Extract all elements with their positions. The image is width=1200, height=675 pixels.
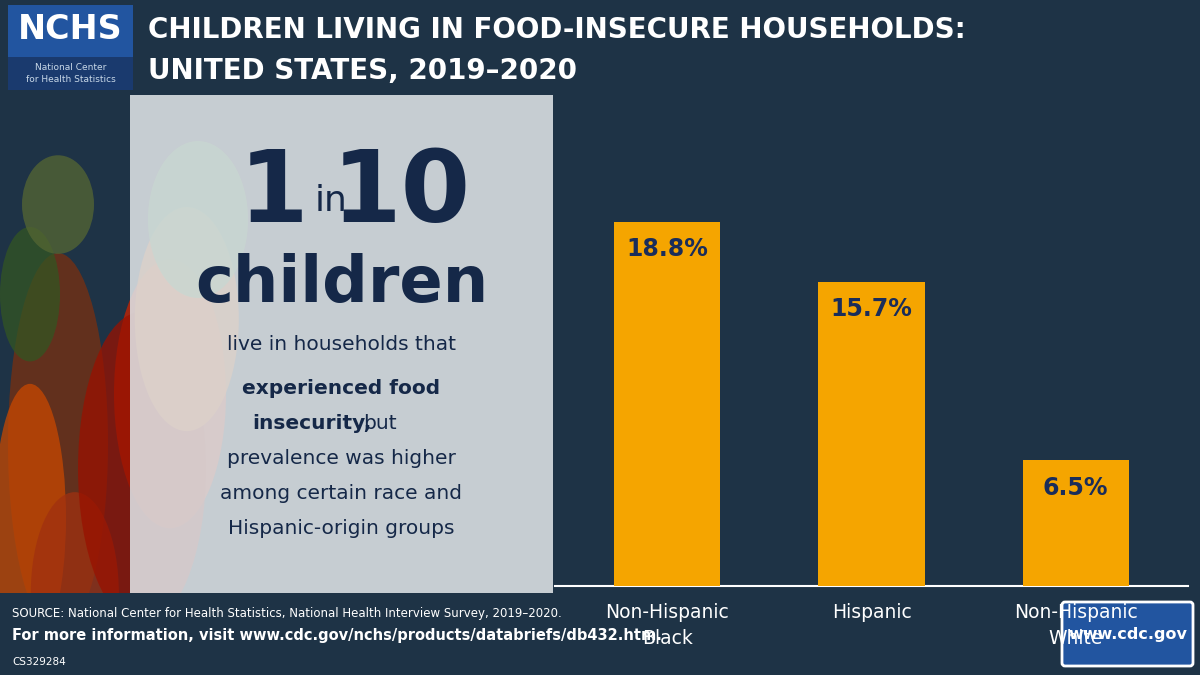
- Text: www.cdc.gov: www.cdc.gov: [1068, 626, 1187, 641]
- Text: experienced food: experienced food: [242, 379, 440, 398]
- Text: CS329284: CS329284: [12, 657, 66, 667]
- Bar: [8, 5, 133, 57]
- Text: 1: 1: [239, 146, 308, 243]
- Text: 18.8%: 18.8%: [626, 238, 708, 261]
- Ellipse shape: [0, 227, 60, 361]
- Bar: [1022, 460, 1129, 587]
- Text: Hispanic-origin groups: Hispanic-origin groups: [228, 519, 455, 538]
- Bar: [818, 282, 924, 587]
- Text: prevalence was higher: prevalence was higher: [227, 449, 456, 468]
- Ellipse shape: [134, 207, 239, 431]
- Text: National Center
for Health Statistics: National Center for Health Statistics: [25, 63, 115, 84]
- Text: insecurity,: insecurity,: [252, 414, 371, 433]
- Text: UNITED STATES, 2019–2020: UNITED STATES, 2019–2020: [148, 57, 577, 85]
- Text: children: children: [194, 253, 488, 315]
- Ellipse shape: [22, 155, 94, 254]
- Text: live in households that: live in households that: [227, 335, 456, 354]
- Ellipse shape: [31, 492, 119, 675]
- Ellipse shape: [114, 259, 226, 529]
- Text: 15.7%: 15.7%: [830, 298, 912, 321]
- Text: 6.5%: 6.5%: [1043, 476, 1109, 500]
- Text: but: but: [362, 414, 396, 433]
- Text: in: in: [316, 184, 348, 217]
- Bar: [614, 222, 720, 587]
- Text: 10: 10: [332, 146, 472, 243]
- FancyBboxPatch shape: [1062, 602, 1193, 666]
- Ellipse shape: [8, 253, 108, 634]
- Text: CHILDREN LIVING IN FOOD-INSECURE HOUSEHOLDS:: CHILDREN LIVING IN FOOD-INSECURE HOUSEHO…: [148, 16, 966, 45]
- Bar: [130, 95, 553, 593]
- Text: among certain race and: among certain race and: [221, 484, 462, 503]
- Text: SOURCE: National Center for Health Statistics, National Health Interview Survey,: SOURCE: National Center for Health Stati…: [12, 607, 562, 620]
- Text: NCHS: NCHS: [18, 14, 122, 47]
- Ellipse shape: [78, 312, 206, 625]
- Bar: [8, 57, 133, 90]
- Text: For more information, visit www.cdc.gov/nchs/products/databriefs/db432.htm.: For more information, visit www.cdc.gov/…: [12, 628, 662, 643]
- Ellipse shape: [148, 141, 248, 298]
- Ellipse shape: [0, 384, 66, 653]
